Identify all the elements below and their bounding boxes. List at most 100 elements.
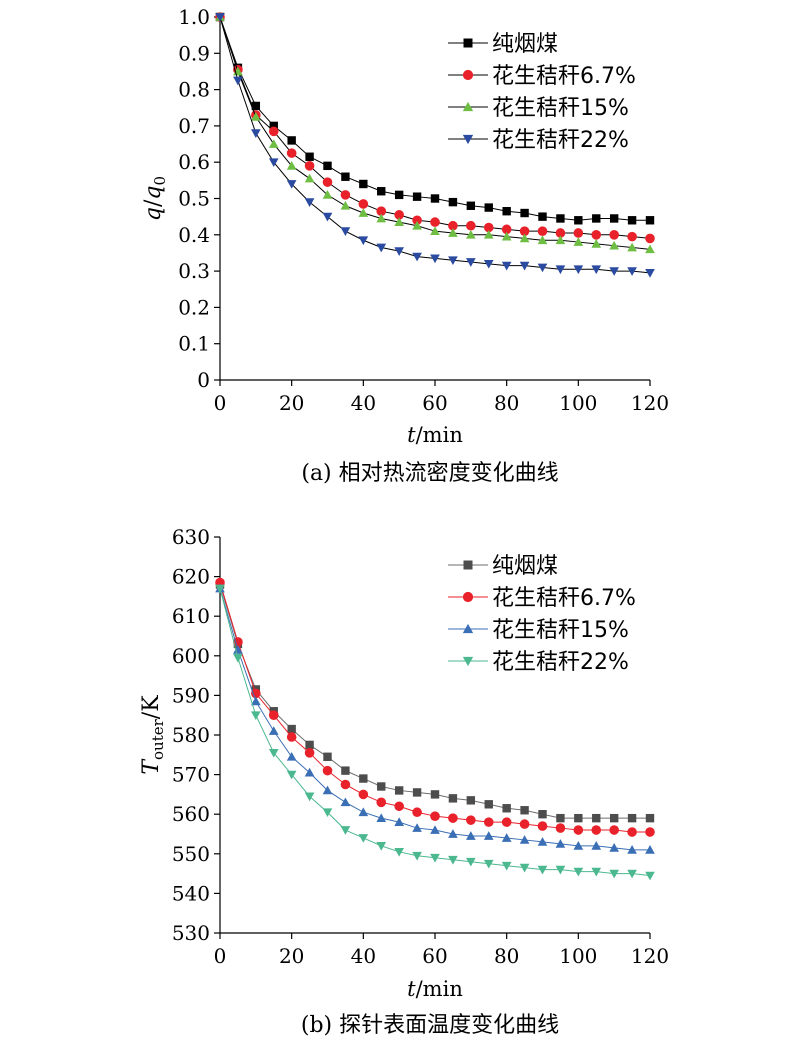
legend-label: 花生秸秆15%	[492, 618, 629, 643]
y-tick-label: 620	[172, 565, 210, 589]
x-tick-label: 20	[279, 944, 304, 968]
data-point	[502, 804, 511, 813]
data-point	[627, 869, 637, 879]
data-point	[483, 831, 494, 840]
data-point	[501, 817, 512, 827]
x-axis-label-var: t	[407, 977, 416, 1001]
data-point	[251, 696, 261, 706]
data-point	[591, 239, 602, 248]
data-point	[359, 179, 368, 189]
y-tick-label: 0.4	[178, 223, 210, 247]
data-point	[358, 236, 369, 246]
data-point	[519, 233, 530, 243]
data-point	[466, 258, 476, 267]
y-tick-label: 0.2	[178, 295, 210, 319]
data-point	[341, 172, 350, 181]
data-point	[573, 825, 584, 835]
data-point	[340, 227, 351, 236]
data-point	[268, 126, 279, 137]
data-point	[448, 228, 458, 237]
legend-label: 花生秸秆15%	[492, 96, 629, 121]
data-point	[448, 813, 458, 823]
legend-marker	[462, 656, 474, 667]
data-point	[358, 834, 369, 843]
legend-label: 花生秸秆6.7%	[492, 586, 636, 611]
y-tick-label: 570	[172, 763, 210, 787]
data-point	[555, 823, 566, 833]
data-point	[501, 224, 512, 235]
x-tick-label: 40	[351, 944, 376, 968]
y-tick-label: 0.7	[178, 114, 210, 138]
data-point	[591, 265, 602, 275]
y-tick-label: 0	[197, 368, 210, 392]
data-point	[556, 214, 565, 223]
x-axis-label: t/min	[407, 977, 463, 1001]
data-point	[376, 206, 387, 217]
data-point	[340, 779, 351, 790]
x-tick-label: 20	[279, 391, 304, 415]
legend-marker	[463, 38, 473, 48]
x-tick-label: 80	[494, 391, 519, 415]
data-point	[645, 827, 655, 837]
data-point	[609, 813, 619, 823]
legend-marker	[462, 134, 474, 145]
data-point	[573, 265, 584, 275]
data-point	[448, 256, 458, 266]
data-point	[268, 158, 279, 168]
series-1	[215, 12, 655, 244]
data-point	[591, 867, 602, 877]
x-tick-label: 0	[214, 944, 227, 968]
data-point	[233, 653, 243, 663]
data-point	[304, 173, 315, 183]
figure-caption: (b) 探针表面温度变化曲线	[301, 1013, 559, 1038]
data-point	[412, 192, 422, 201]
data-point	[268, 726, 279, 735]
data-point	[645, 845, 655, 854]
data-point	[358, 199, 369, 209]
data-point	[287, 136, 296, 145]
panel-a: 0 0.1 0.2 0.3 0.4 0.5 0.6 0.7 0.8 0.9 1.0 0 20 40 60 80…	[141, 5, 669, 486]
data-point	[483, 222, 494, 233]
y-tick-label: 540	[172, 881, 210, 905]
series-1	[215, 577, 655, 837]
data-point	[645, 244, 655, 254]
data-point	[376, 243, 387, 253]
data-point	[358, 807, 369, 817]
y-label-subscript: outer	[149, 718, 167, 760]
y-tick-label: 630	[172, 525, 210, 549]
data-point	[359, 774, 368, 783]
data-point	[537, 263, 548, 273]
data-point	[322, 190, 333, 199]
data-point	[268, 710, 279, 720]
x-tick-label: 40	[351, 391, 376, 415]
data-point	[341, 766, 350, 775]
legend-marker	[462, 101, 474, 112]
data-point	[483, 859, 494, 869]
data-point	[645, 813, 655, 823]
legend-marker	[462, 69, 474, 81]
data-point	[412, 220, 422, 230]
y-tick-label: 560	[172, 802, 210, 826]
data-point	[377, 782, 386, 791]
data-point	[645, 216, 655, 225]
data-point	[592, 813, 601, 823]
data-point	[376, 797, 387, 808]
data-point	[537, 235, 548, 245]
data-point	[286, 770, 297, 780]
x-axis-label: t/min	[407, 423, 463, 447]
data-point	[304, 198, 315, 207]
data-point	[627, 216, 637, 225]
data-point	[627, 813, 637, 823]
data-point	[627, 242, 637, 252]
data-point	[215, 584, 225, 594]
y-tick-label: 600	[172, 644, 210, 668]
data-point	[448, 855, 458, 865]
data-point	[251, 111, 261, 121]
y-label-q: q	[141, 185, 166, 199]
series-2	[215, 12, 655, 254]
data-point	[555, 228, 566, 238]
data-point	[645, 871, 655, 881]
data-point	[466, 220, 476, 231]
y-label-unit: /K	[139, 695, 164, 719]
data-point	[555, 839, 566, 848]
